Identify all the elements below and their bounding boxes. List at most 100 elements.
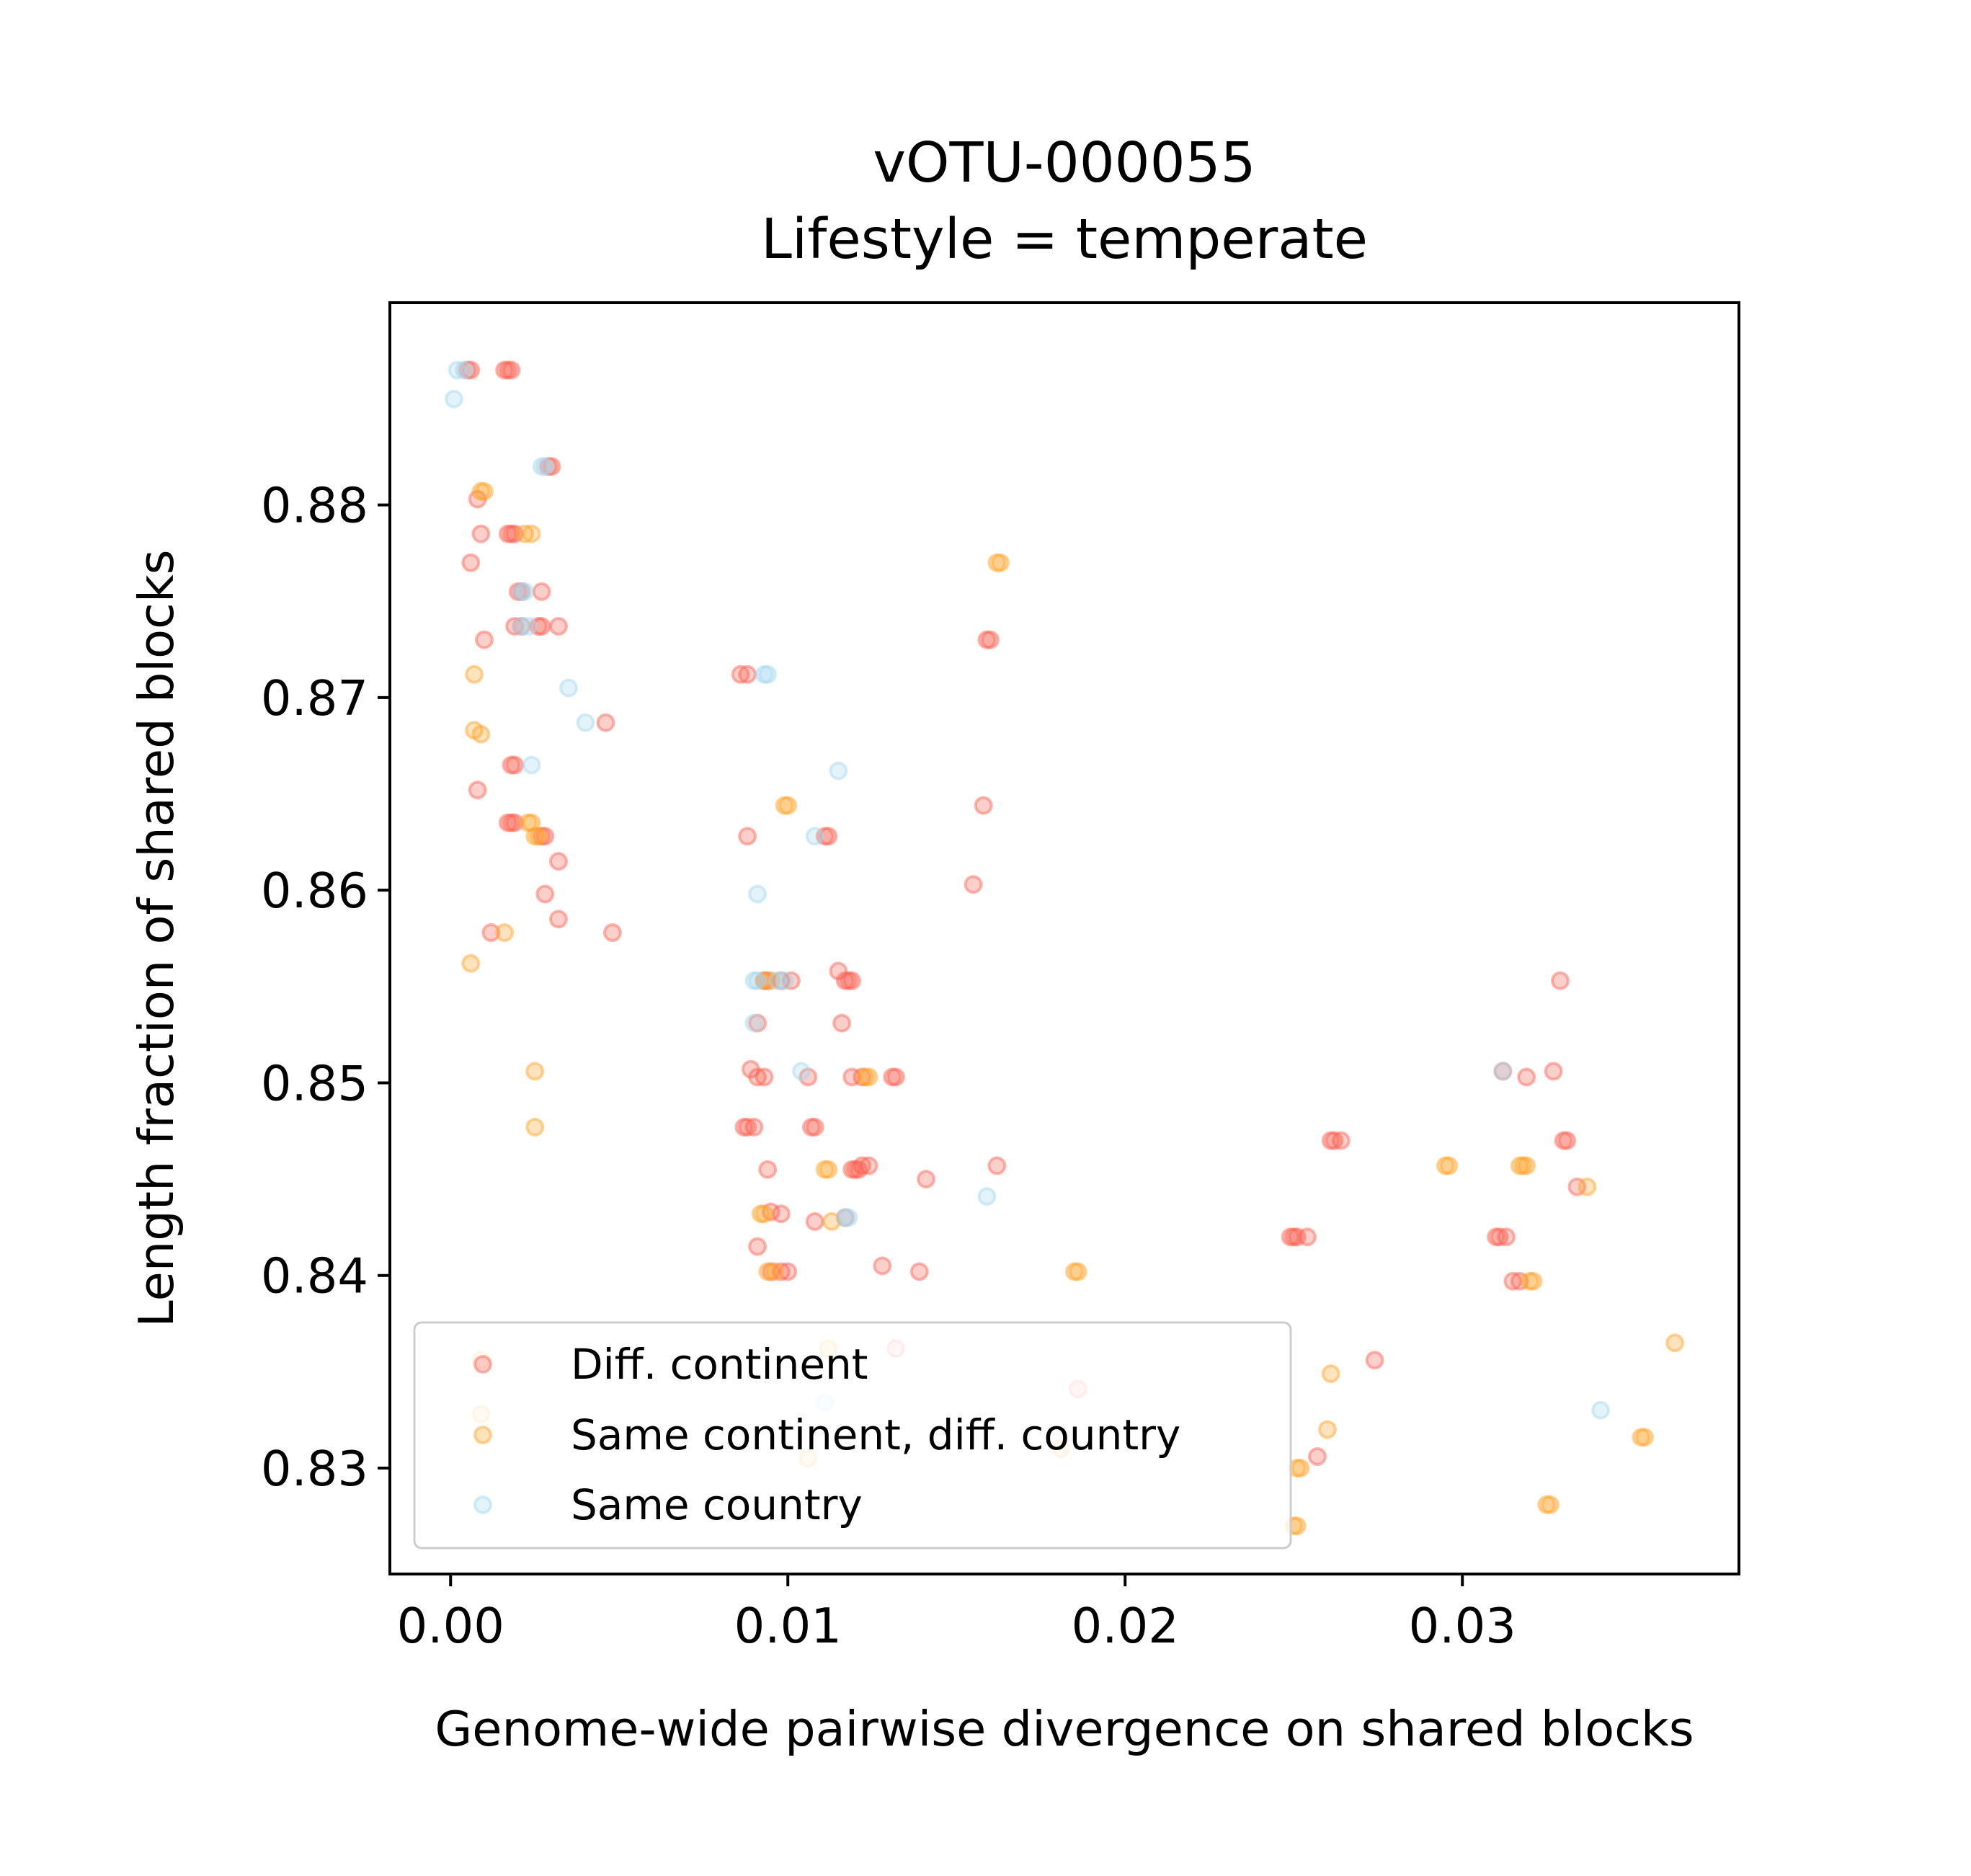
point-diff-continent-58 bbox=[886, 1067, 905, 1087]
point-diff-continent-76 bbox=[761, 1262, 780, 1281]
point-same-continent-16 bbox=[778, 796, 798, 815]
point-diff-continent-60 bbox=[738, 1117, 757, 1137]
point-same-continent-28 bbox=[987, 553, 1007, 572]
point-diff-continent-56 bbox=[853, 1067, 872, 1087]
point-same-continent-6 bbox=[471, 724, 491, 744]
legend-label-diff-continent: Diff. continent bbox=[571, 1340, 868, 1389]
point-diff-continent-80 bbox=[909, 1262, 929, 1281]
point-diff-continent-35 bbox=[602, 923, 622, 942]
point-same-continent-50 bbox=[1523, 1271, 1543, 1291]
point-diff-continent-49 bbox=[748, 1013, 768, 1033]
point-diff-continent-104 bbox=[1487, 1227, 1505, 1247]
point-diff-continent-38 bbox=[738, 827, 757, 846]
point-same-country-3 bbox=[532, 457, 551, 476]
point-same-country-12 bbox=[755, 664, 774, 684]
point-diff-continent-47 bbox=[839, 971, 858, 990]
point-diff-continent-33 bbox=[549, 910, 568, 929]
point-diff-continent-71 bbox=[761, 1202, 780, 1222]
point-same-continent-37 bbox=[1321, 1364, 1340, 1383]
point-same-continent-17 bbox=[755, 971, 774, 990]
y-tick-label: 0.87 bbox=[261, 670, 368, 726]
point-same-continent-44 bbox=[1439, 1156, 1459, 1175]
point-same-continent-53 bbox=[1635, 1428, 1654, 1447]
point-same-country-15 bbox=[805, 827, 824, 846]
point-diff-continent-46 bbox=[835, 971, 855, 990]
point-diff-continent-28 bbox=[505, 813, 525, 832]
point-same-continent-43 bbox=[1436, 1156, 1455, 1175]
point-same-continent-38 bbox=[1318, 1420, 1337, 1439]
point-same-country-16 bbox=[748, 884, 768, 904]
y-tick-label: 0.83 bbox=[261, 1441, 368, 1497]
point-diff-continent-50 bbox=[832, 1013, 852, 1033]
point-diff-continent-70 bbox=[917, 1170, 936, 1189]
point-diff-continent-55 bbox=[842, 1067, 862, 1087]
point-same-continent-7 bbox=[518, 813, 538, 832]
point-same-continent-21 bbox=[815, 1160, 835, 1179]
point-diff-continent-41 bbox=[755, 971, 774, 990]
point-same-country-9 bbox=[559, 678, 578, 698]
point-diff-continent-42 bbox=[758, 971, 778, 990]
point-diff-continent-14 bbox=[512, 582, 531, 601]
point-same-continent-13 bbox=[525, 1062, 545, 1081]
point-diff-continent-74 bbox=[835, 1208, 855, 1227]
x-tick-label: 0.02 bbox=[1072, 1598, 1179, 1654]
point-diff-continent-90 bbox=[1331, 1131, 1351, 1150]
point-same-continent-22 bbox=[819, 1160, 838, 1179]
point-diff-continent-92 bbox=[1284, 1227, 1304, 1247]
point-same-country-21 bbox=[744, 1013, 764, 1033]
point-diff-continent-108 bbox=[1510, 1271, 1529, 1291]
y-axis-label: Length fraction of shared blocks bbox=[128, 549, 184, 1327]
point-diff-continent-32 bbox=[535, 884, 555, 904]
point-same-continent-48 bbox=[1578, 1177, 1597, 1196]
x-tick-label: 0.03 bbox=[1409, 1598, 1516, 1654]
y-tick-label: 0.84 bbox=[261, 1248, 368, 1304]
point-diff-continent-63 bbox=[805, 1117, 824, 1137]
point-same-continent-2 bbox=[515, 524, 535, 543]
point-diff-continent-52 bbox=[748, 1067, 768, 1087]
point-diff-continent-24 bbox=[505, 755, 525, 775]
point-same-country-11 bbox=[522, 755, 541, 775]
point-same-continent-25 bbox=[822, 1212, 842, 1231]
point-same-continent-19 bbox=[855, 1067, 875, 1087]
point-diff-continent-62 bbox=[802, 1117, 821, 1137]
point-same-continent-45 bbox=[1510, 1156, 1529, 1175]
point-diff-continent-106 bbox=[1497, 1227, 1516, 1247]
legend-marker-diff-continent bbox=[473, 1355, 492, 1374]
legend-frame bbox=[413, 1321, 1292, 1550]
y-tick-label: 0.85 bbox=[261, 1055, 368, 1111]
point-same-country-10 bbox=[576, 713, 595, 732]
point-diff-continent-43 bbox=[771, 971, 791, 990]
point-same-continent-11 bbox=[495, 923, 515, 942]
point-diff-continent-85 bbox=[987, 1156, 1007, 1175]
point-same-country-1 bbox=[448, 360, 467, 380]
point-diff-continent-31 bbox=[549, 852, 568, 871]
point-diff-continent-7 bbox=[468, 489, 487, 509]
point-diff-continent-103 bbox=[1567, 1177, 1587, 1196]
point-same-continent-51 bbox=[1665, 1333, 1685, 1353]
legend-marker-same-continent bbox=[473, 1426, 492, 1444]
point-same-country-14 bbox=[829, 761, 848, 781]
point-diff-continent-88 bbox=[1321, 1131, 1340, 1150]
point-diff-continent-30 bbox=[535, 827, 555, 846]
point-diff-continent-67 bbox=[849, 1160, 868, 1179]
point-diff-continent-75 bbox=[748, 1237, 768, 1256]
legend-label-same-continent: Same continent, diff. country bbox=[571, 1410, 1180, 1459]
point-same-continent-15 bbox=[775, 796, 794, 815]
point-diff-continent-26 bbox=[498, 813, 517, 832]
point-same-country-19 bbox=[768, 971, 788, 990]
point-diff-continent-15 bbox=[532, 582, 551, 601]
point-same-continent-9 bbox=[525, 827, 545, 846]
point-diff-continent-20 bbox=[549, 617, 568, 636]
point-same-country-17 bbox=[744, 971, 764, 990]
point-diff-continent-29 bbox=[532, 827, 551, 846]
point-same-continent-3 bbox=[522, 524, 541, 543]
point-diff-continent-0 bbox=[458, 360, 477, 380]
point-same-continent-46 bbox=[1513, 1156, 1533, 1175]
point-diff-continent-21 bbox=[475, 630, 494, 649]
point-diff-continent-1 bbox=[461, 360, 481, 380]
point-diff-continent-44 bbox=[781, 971, 801, 990]
point-same-country-28 bbox=[1591, 1400, 1611, 1420]
point-diff-continent-93 bbox=[1287, 1227, 1307, 1247]
point-diff-continent-99 bbox=[1517, 1067, 1536, 1087]
